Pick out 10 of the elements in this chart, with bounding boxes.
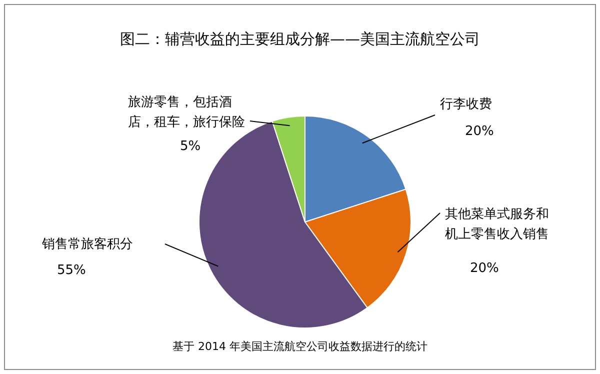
text: 基于 2014 年美国主流航空公司收益数据进行的统计 (172, 340, 428, 353)
data-label: 20% (470, 261, 499, 276)
slice-label: 旅游零售，包括酒店，租车，旅行保险 (128, 95, 245, 130)
data-label: 20% (465, 124, 494, 139)
chart-title: 图二：辅营收益的主要组成分解——美国主流航空公司 (120, 30, 480, 48)
slice-label: 其他菜单式服务和机上零售收入销售 (445, 207, 549, 242)
data-label: 55% (57, 263, 86, 278)
slice-label: 行李收费 (440, 97, 492, 112)
slice-label: 销售常旅客积分 (41, 236, 133, 252)
data-label: 5% (180, 139, 201, 154)
